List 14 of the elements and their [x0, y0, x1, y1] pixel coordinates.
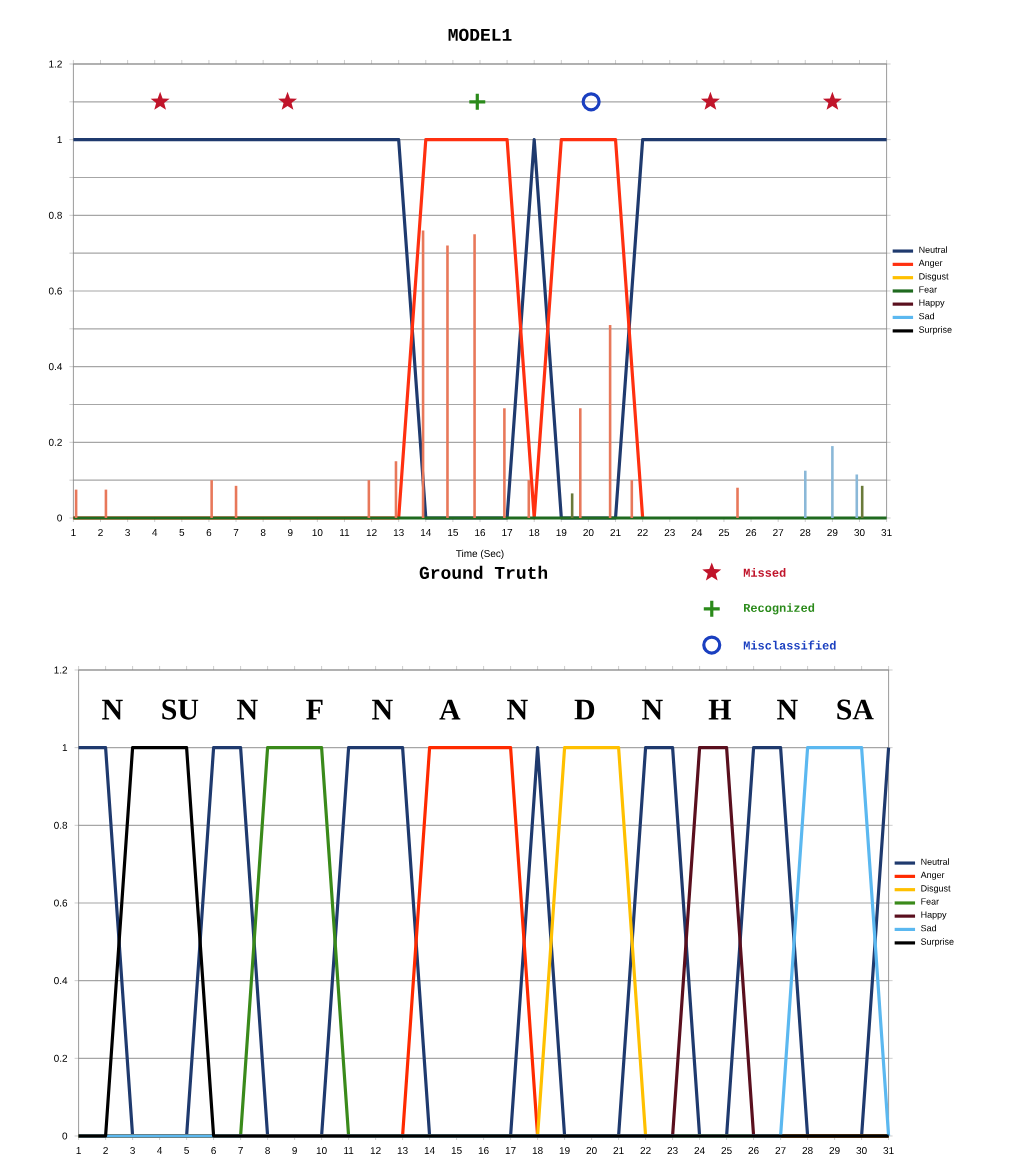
annotation: N [642, 699, 663, 720]
annotation: N [777, 699, 798, 720]
annotation: N [102, 699, 123, 720]
annotation: F [306, 699, 323, 720]
chart-title: MODEL1 [448, 28, 512, 41]
annotation: N [237, 699, 258, 720]
annotation: N [372, 699, 393, 720]
annotation: A [439, 699, 461, 720]
chart-title: Ground Truth [419, 565, 548, 579]
annotation: SU [162, 699, 199, 720]
annotation: H [708, 699, 731, 720]
annotation: SA [837, 699, 874, 720]
annotation: N [507, 699, 528, 720]
annotation: D [574, 699, 595, 720]
